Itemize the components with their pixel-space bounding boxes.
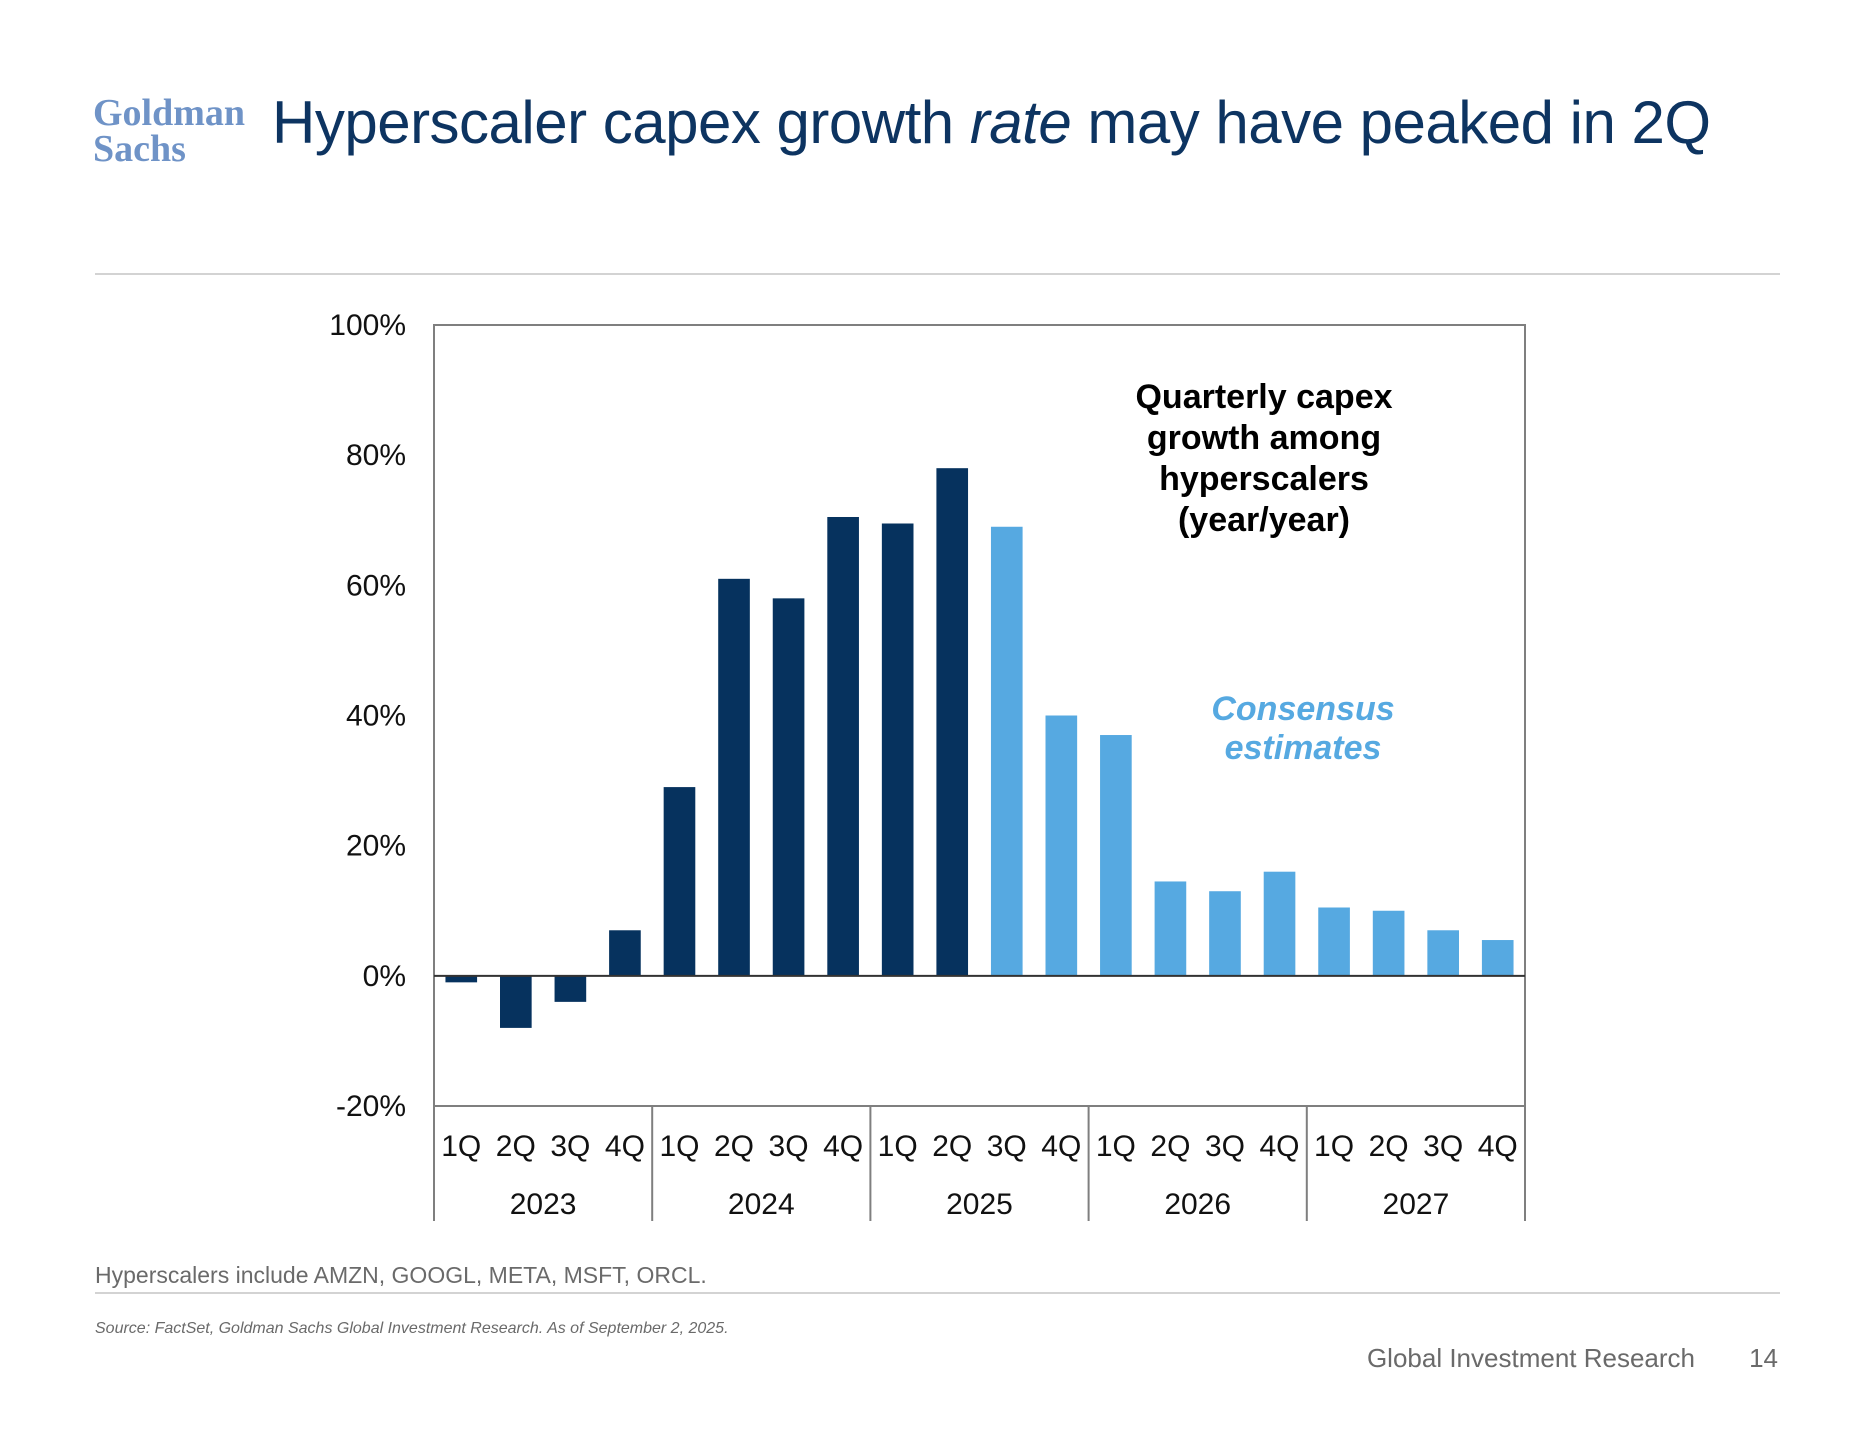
capex-growth-chart: 100% 80% 60% 40% 20% 0% -20% 1Q 2Q 3Q 4Q 1Q 2Q 3Q 4Q 1Q… [329, 309, 1526, 1221]
actual-bar [554, 975, 587, 1002]
quarter-label: 4Q [1041, 1130, 1081, 1163]
quarter-label: 1Q [659, 1130, 699, 1163]
quarter-label: 4Q [823, 1130, 863, 1163]
quarter-label: 2Q [932, 1130, 972, 1163]
quarter-label: 1Q [1314, 1130, 1354, 1163]
chart-annotation-line: growth among [1147, 419, 1381, 457]
estimate-bar [1154, 881, 1187, 976]
quarter-label: 3Q [1205, 1130, 1245, 1163]
chart-annotation-line: Quarterly capex [1135, 378, 1392, 416]
quarter-label: 3Q [550, 1130, 590, 1163]
actual-bar [881, 523, 914, 976]
year-label: 2025 [946, 1188, 1013, 1221]
quarter-label: 3Q [987, 1130, 1027, 1163]
footer-divider [95, 1292, 1780, 1294]
actual-bar [663, 787, 696, 976]
footer-brand: Global Investment Research [1366, 1343, 1695, 1373]
year-label: 2026 [1164, 1188, 1231, 1221]
consensus-annotation-line: estimates [1225, 729, 1382, 767]
y-tick-label: 40% [346, 700, 406, 733]
page-number: 14 [1749, 1343, 1778, 1373]
estimate-bar [1481, 940, 1514, 976]
quarter-label: 4Q [1260, 1130, 1300, 1163]
quarter-label: 1Q [1096, 1130, 1136, 1163]
header-divider [95, 273, 1780, 275]
estimate-bar [1263, 871, 1296, 976]
actual-bar [445, 975, 478, 983]
y-tick-label: 20% [346, 830, 406, 863]
actual-bar [772, 598, 805, 976]
y-tick-label: 0% [363, 960, 406, 993]
actual-bar [936, 468, 969, 976]
chart-annotation-line: (year/year) [1178, 501, 1350, 539]
year-label: 2027 [1383, 1188, 1450, 1221]
estimate-bar [1209, 891, 1241, 976]
title-part-1: Hyperscaler capex growth [272, 89, 970, 156]
quarter-label: 4Q [1478, 1130, 1518, 1163]
quarter-label: 1Q [441, 1130, 481, 1163]
y-tick-label: 100% [329, 309, 406, 342]
year-label: 2024 [728, 1188, 795, 1221]
plot-frame [433, 324, 1526, 1107]
actual-bar [827, 516, 859, 976]
page-title: Hyperscaler capex growth rate may have p… [272, 88, 1711, 157]
year-label: 2023 [510, 1188, 577, 1221]
actual-bar [718, 578, 750, 976]
quarter-label: 4Q [605, 1130, 645, 1163]
footnote: Hyperscalers include AMZN, GOOGL, META, … [95, 1262, 707, 1288]
title-part-2: may have peaked in 2Q [1071, 89, 1711, 156]
goldman-sachs-logo: Goldman Sachs [93, 92, 253, 170]
actual-bar [609, 930, 641, 976]
quarter-label: 2Q [496, 1130, 536, 1163]
quarter-label: 3Q [769, 1130, 809, 1163]
quarter-label: 2Q [1150, 1130, 1190, 1163]
estimate-bar [1318, 907, 1350, 976]
estimate-bar [1100, 735, 1132, 976]
y-tick-label: 80% [346, 439, 406, 472]
quarter-label: 2Q [1369, 1130, 1409, 1163]
logo-line-1: Goldman [93, 92, 246, 134]
chart-annotation-line: hyperscalers [1159, 460, 1369, 498]
estimate-bar [1427, 930, 1459, 976]
quarter-label: 3Q [1423, 1130, 1463, 1163]
actual-bar [500, 975, 532, 1028]
title-italic: rate [969, 89, 1072, 156]
estimate-bar [1045, 715, 1078, 976]
y-tick-label: -20% [336, 1090, 406, 1123]
consensus-annotation-line: Consensus [1211, 690, 1394, 728]
source-note: Source: FactSet, Goldman Sachs Global In… [95, 1320, 729, 1337]
quarter-label: 2Q [714, 1130, 754, 1163]
estimate-bar [1372, 910, 1405, 976]
logo-line-2: Sachs [93, 128, 186, 170]
estimate-bar [990, 526, 1023, 976]
y-tick-label: 60% [346, 569, 406, 602]
quarter-label: 1Q [878, 1130, 918, 1163]
